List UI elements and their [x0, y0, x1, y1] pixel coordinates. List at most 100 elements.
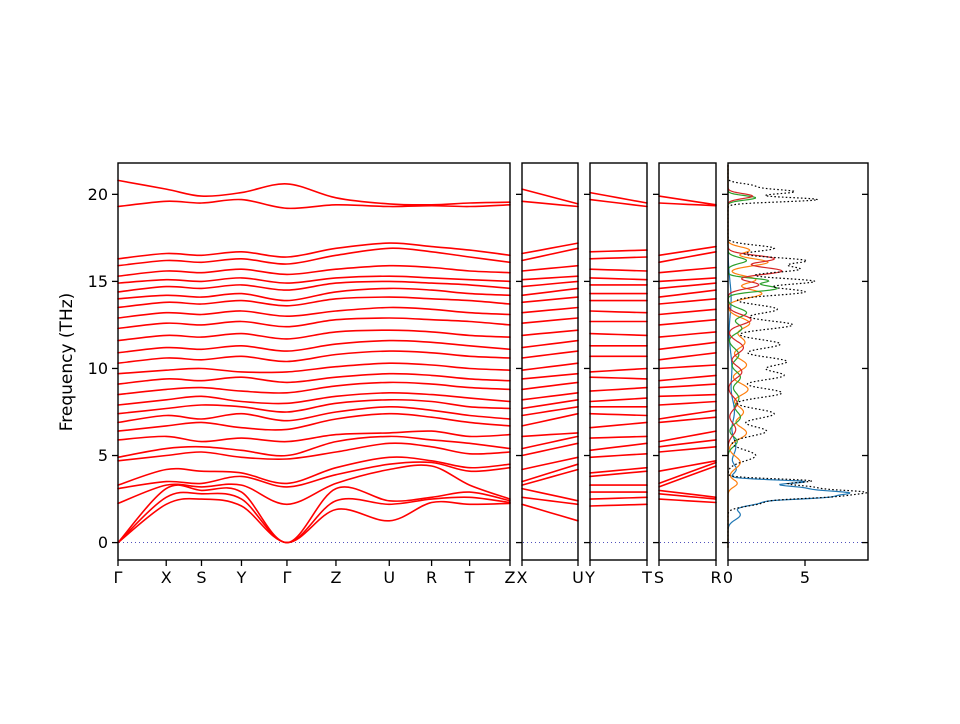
- phonon-band-segment: [658, 298, 717, 305]
- phonon-band: [117, 280, 511, 293]
- phonon-band-segment: [521, 503, 579, 522]
- phonon-band-segment: [589, 442, 648, 452]
- phonon-band-segment: [521, 463, 579, 483]
- phonon-band: [117, 461, 511, 490]
- phonon-band-segment: [589, 412, 648, 417]
- phonon-band-segment: [589, 268, 648, 272]
- kpoint-label: T: [641, 568, 652, 587]
- kpoint-label: X: [517, 568, 528, 587]
- phonon-band-segment: [521, 317, 579, 324]
- panel-frame: [727, 162, 869, 561]
- phonon-band-segment: [521, 406, 579, 417]
- phonon-band-segment: [589, 310, 648, 314]
- phonon-band-segment: [658, 393, 717, 398]
- phonon-band-segment: [589, 466, 648, 474]
- kpoint-label: Γ: [282, 568, 291, 587]
- phonon-band-segment: [521, 435, 579, 450]
- phonon-band: [117, 179, 511, 206]
- phonon-band: [117, 464, 511, 506]
- phonon-band-segment: [521, 372, 579, 380]
- phonon-band-segment: [589, 191, 648, 204]
- phonon-band: [117, 296, 511, 309]
- phonon-band-segment: [521, 487, 579, 502]
- kpoint-label: R: [710, 568, 721, 587]
- phonon-band-segment: [589, 376, 648, 380]
- phonon-band: [117, 306, 511, 319]
- phonon-band-segment: [658, 318, 717, 326]
- phonon-band-segment: [658, 282, 717, 290]
- y-tick-label: 0: [98, 533, 108, 552]
- kpoint-label: U: [383, 568, 395, 587]
- dos-tick-label: 0: [723, 568, 733, 587]
- phonon-band: [117, 435, 511, 459]
- phonon-band-segment: [521, 392, 579, 401]
- total-dos-curve: [727, 164, 868, 548]
- kpoint-label: S: [196, 568, 206, 587]
- phonon-band-segment: [521, 496, 579, 506]
- phonon-band: [117, 247, 511, 267]
- phonon-band-segment: [521, 275, 579, 281]
- phonon-band: [117, 381, 511, 396]
- phonon-band: [117, 484, 511, 544]
- phonon-band-segment: [658, 245, 717, 257]
- phonon-band-segment: [521, 442, 579, 457]
- kpoint-label: X: [161, 568, 172, 587]
- phonon-band-segment: [658, 202, 717, 207]
- phonon-band-segment: [521, 242, 579, 255]
- phonon-band-segment: [658, 498, 717, 504]
- phonon-band-segment: [521, 247, 579, 262]
- phonon-band-segment: [521, 412, 579, 427]
- dos-tick-label: 5: [800, 568, 810, 587]
- panel-frame: [658, 162, 717, 561]
- phonon-band: [117, 430, 511, 443]
- phonon-band-segment: [521, 296, 579, 304]
- phonon-band-segment: [658, 383, 717, 389]
- phonon-band-segment: [658, 308, 717, 316]
- phonon-band-segment: [589, 435, 648, 439]
- phonon-band-segment: [521, 200, 579, 208]
- phonon-band-segment: [521, 329, 579, 337]
- phonon-band: [117, 275, 511, 284]
- phonon-band-segment: [658, 251, 717, 264]
- phonon-band: [117, 264, 511, 277]
- kpoint-label: T: [464, 568, 475, 587]
- kpoint-label: Z: [330, 568, 341, 587]
- phonon-band: [117, 287, 511, 302]
- phonon-band-segment: [521, 280, 579, 288]
- phonon-band-segment: [589, 421, 648, 429]
- panel-frame: [521, 162, 579, 561]
- phonon-band-segment: [658, 352, 717, 361]
- phonon-band-segment: [589, 470, 648, 478]
- phonon-band: [117, 412, 511, 432]
- phonon-band: [117, 362, 511, 375]
- phonon-band-segment: [658, 364, 717, 370]
- kpoint-label: Z: [505, 568, 516, 587]
- kpoint-label: Γ: [114, 568, 123, 587]
- phonon-band-segment: [521, 264, 579, 272]
- y-tick-label: 15: [88, 272, 108, 291]
- phonon-band-segment: [589, 367, 648, 373]
- phonon-band-segment: [589, 397, 648, 403]
- kpoint-label: S: [654, 568, 664, 587]
- panel-frame: [117, 162, 511, 561]
- phonon-band-segment: [589, 386, 648, 392]
- phonon-band-segment: [658, 493, 717, 500]
- phonon-band-segment: [521, 306, 579, 314]
- phonon-band-segment: [521, 339, 579, 349]
- phonon-band: [117, 405, 511, 424]
- phonon-band-segment: [521, 287, 579, 297]
- phonon-band: [117, 339, 511, 354]
- phonon-band: [117, 350, 511, 364]
- phonon-band: [117, 442, 511, 462]
- phonon-band-segment: [589, 503, 648, 507]
- phonon-band-segment: [658, 195, 717, 206]
- phonon-band: [117, 456, 511, 486]
- y-tick-label: 10: [88, 359, 108, 378]
- phonon-band-segment: [521, 456, 579, 471]
- phonon-band: [117, 372, 511, 385]
- phonon-band-segment: [521, 381, 579, 391]
- phonon-band: [117, 497, 511, 544]
- phonon-band: [117, 391, 511, 406]
